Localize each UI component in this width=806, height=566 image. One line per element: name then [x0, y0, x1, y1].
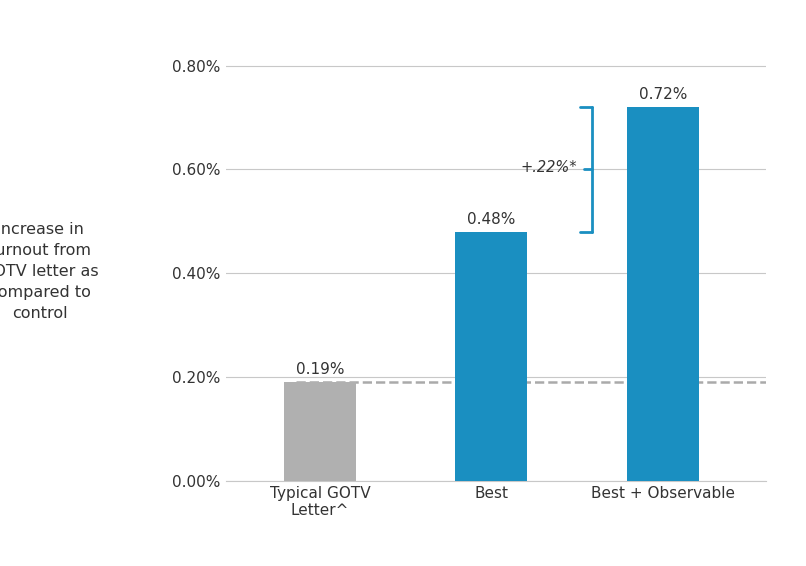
Bar: [284, 383, 356, 481]
Text: 0.72%: 0.72%: [638, 87, 687, 102]
Text: 0.19%: 0.19%: [296, 362, 344, 377]
Bar: [627, 107, 699, 481]
Text: Increase in
turnout from
GOTV letter as
compared to
control: Increase in turnout from GOTV letter as …: [0, 222, 99, 321]
Text: +.22%*: +.22%*: [520, 160, 576, 175]
Bar: [455, 232, 527, 481]
Text: 0.48%: 0.48%: [467, 212, 516, 226]
